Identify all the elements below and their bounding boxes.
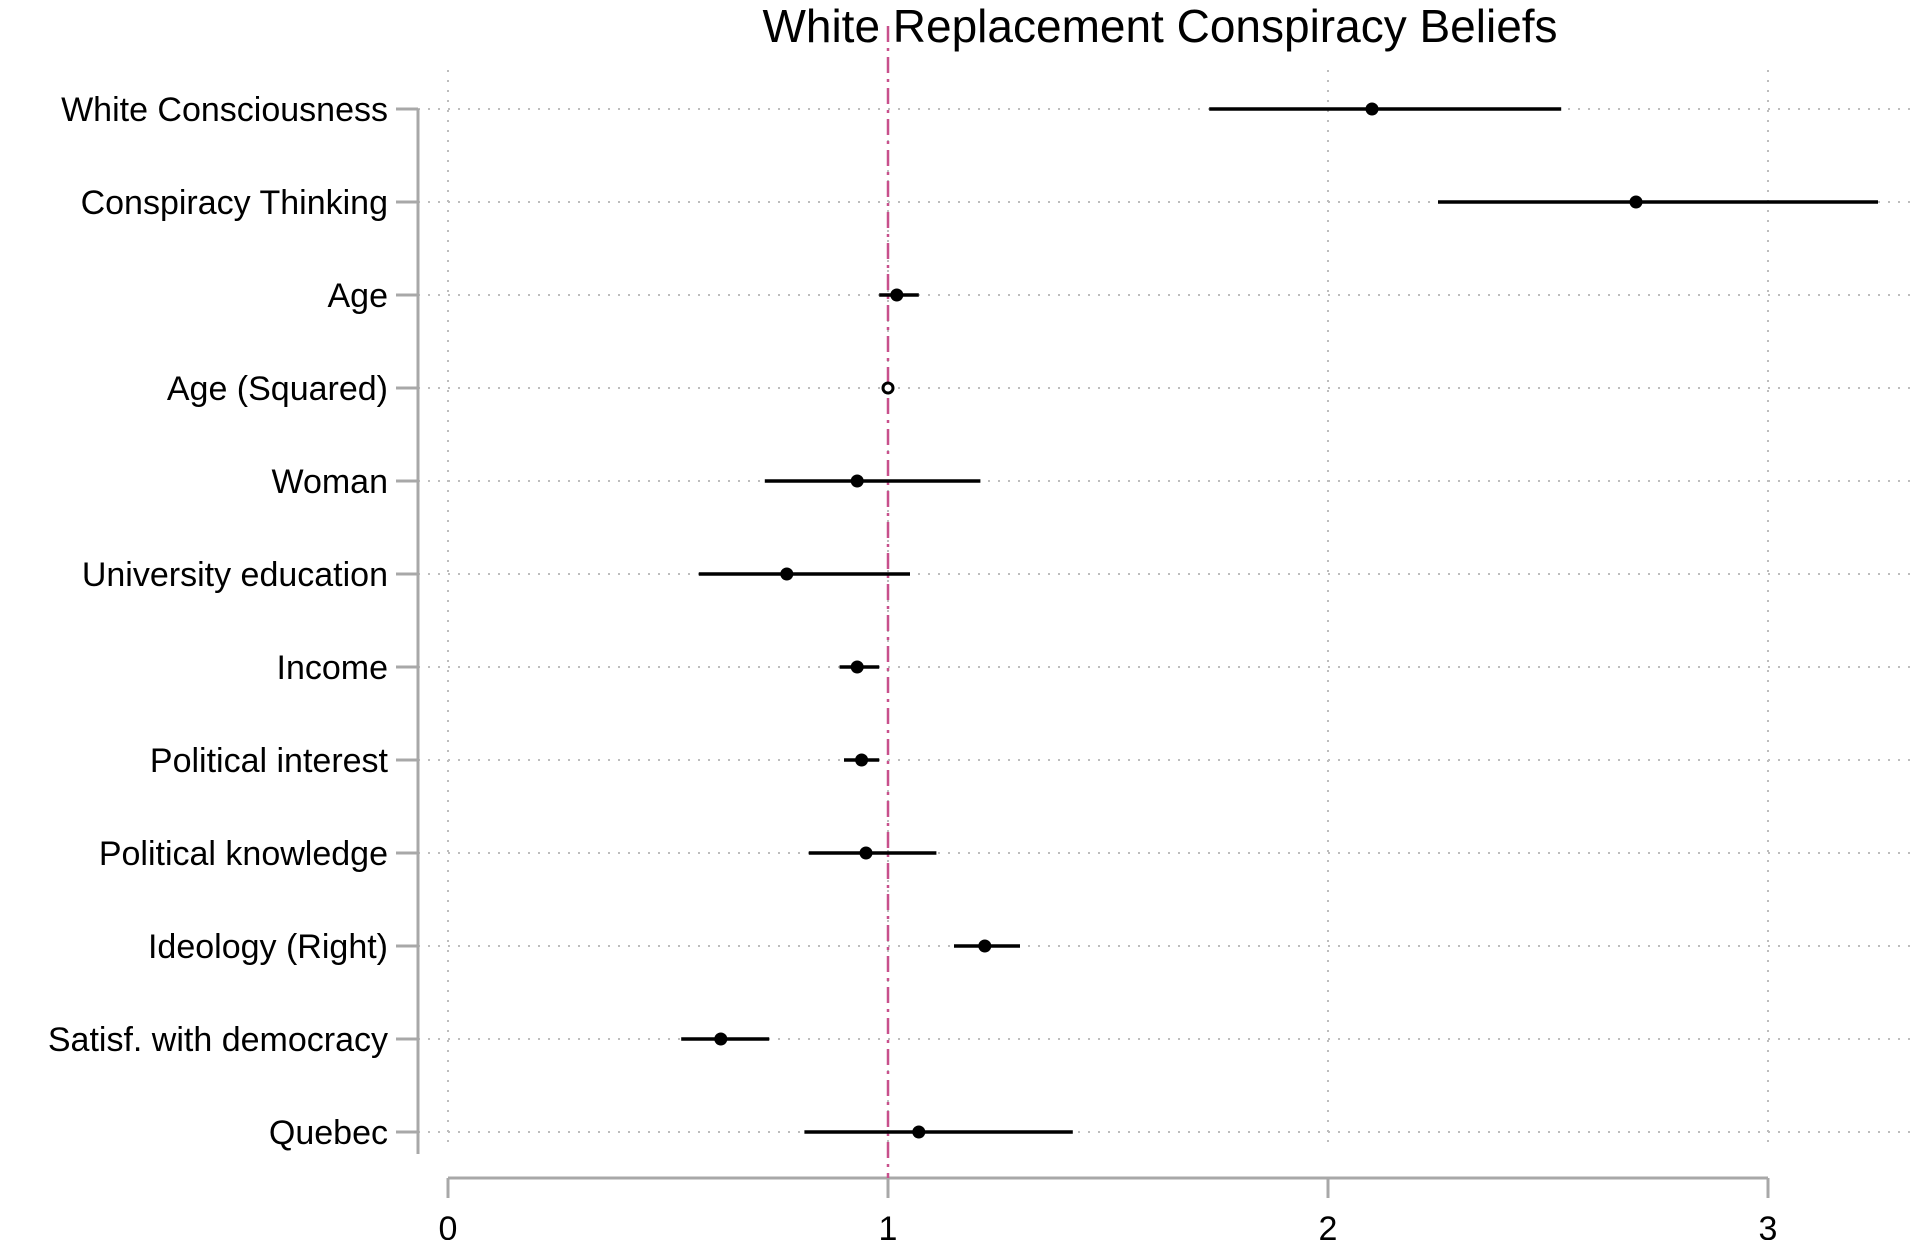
axes — [396, 107, 1770, 1198]
gridlines — [418, 70, 1910, 1144]
point-estimate — [850, 660, 864, 674]
category-label: Quebec — [269, 1114, 388, 1152]
x-tick-label: 1 — [879, 1210, 898, 1240]
x-tick-label: 2 — [1319, 1210, 1338, 1240]
category-label: Ideology (Right) — [148, 928, 388, 966]
point-estimate — [714, 1032, 728, 1046]
x-axis-ticks: 0 1 2 3 — [439, 1210, 1778, 1240]
point-estimate — [1629, 195, 1643, 209]
point-estimate — [859, 846, 873, 860]
chart-title: White Replacement Conspiracy Beliefs — [762, 0, 1557, 52]
point-estimate — [978, 939, 992, 953]
category-label: Political interest — [150, 742, 389, 780]
category-label: Income — [277, 649, 389, 687]
point-estimate — [855, 753, 869, 767]
point-estimate — [881, 381, 895, 395]
category-label: Conspiracy Thinking — [81, 184, 388, 222]
category-label: University education — [82, 556, 388, 594]
category-label: Satisf. with democracy — [48, 1021, 388, 1059]
plot-marks — [681, 102, 1878, 1139]
point-estimate — [1365, 102, 1379, 116]
point-estimate — [850, 474, 864, 488]
category-labels: White Consciousness Conspiracy Thinking Ag… — [48, 91, 389, 1152]
point-estimate — [890, 288, 904, 302]
category-label: Political knowledge — [99, 835, 388, 873]
point-estimate — [912, 1125, 926, 1139]
category-label: Age — [328, 277, 389, 315]
x-tick-label: 3 — [1759, 1210, 1778, 1240]
category-label: Age (Squared) — [167, 370, 388, 408]
category-label: Woman — [271, 463, 388, 501]
point-estimate — [780, 567, 794, 581]
category-label: White Consciousness — [61, 91, 388, 129]
x-tick-label: 0 — [439, 1210, 458, 1240]
